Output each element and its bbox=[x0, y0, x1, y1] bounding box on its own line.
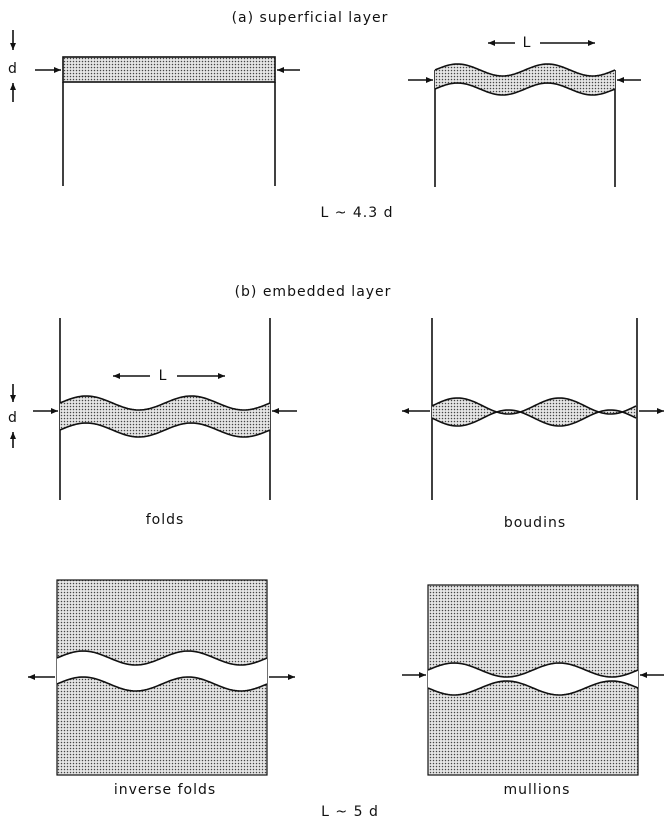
wavelength-label: L bbox=[159, 368, 168, 384]
panel-a-title: (a) superficial layer bbox=[232, 10, 389, 26]
caption: boudins bbox=[504, 515, 566, 531]
panel-b-title: (b) embedded layer bbox=[235, 284, 392, 300]
caption: mullions bbox=[504, 782, 571, 798]
boudin-layer bbox=[432, 398, 636, 426]
flat-layer bbox=[63, 57, 275, 82]
diagram: (a) superficial layer d L L ~ 4.3 d (b) … bbox=[0, 0, 667, 823]
thickness-label: d bbox=[8, 61, 18, 77]
thickness-label: d bbox=[8, 410, 18, 426]
caption: folds bbox=[146, 512, 185, 528]
folded-layer bbox=[435, 64, 615, 95]
relation: L ~ 5 d bbox=[321, 804, 379, 820]
caption: inverse folds bbox=[114, 782, 216, 798]
relation: L ~ 4.3 d bbox=[320, 205, 393, 221]
wavelength-label: L bbox=[523, 35, 532, 51]
page: (a) superficial layer d L L ~ 4.3 d (b) … bbox=[0, 0, 667, 823]
